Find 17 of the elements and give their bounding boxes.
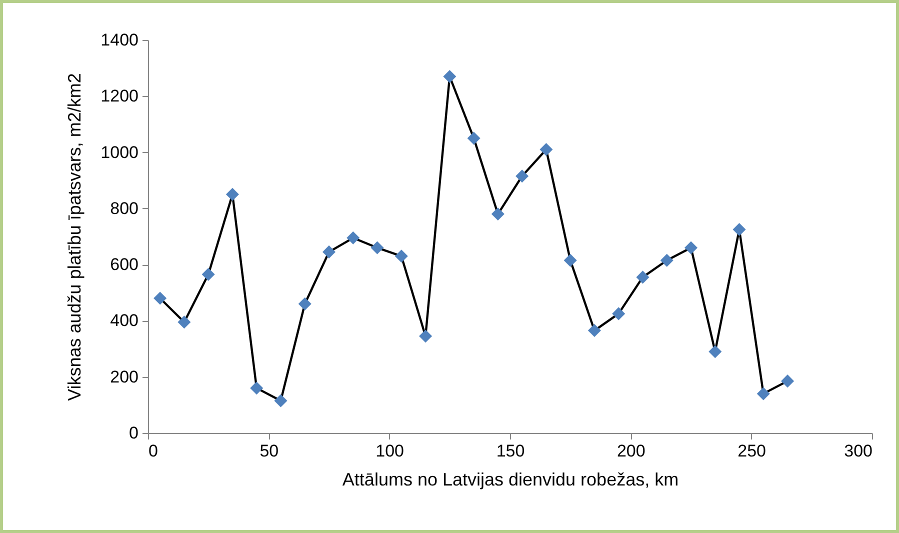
y-tick-label: 600 [110, 255, 138, 274]
y-tick-label: 0 [129, 424, 138, 442]
y-tick-label: 1200 [100, 86, 138, 106]
x-tick-label: 100 [376, 442, 404, 460]
x-tick-label: 150 [496, 442, 525, 460]
y-tick-label: 1400 [100, 30, 138, 50]
y-tick-label: 400 [110, 311, 138, 330]
y-tick-label: 800 [110, 198, 138, 218]
x-axis-title: Attālums no Latvijas dienvidu robežas, km [342, 470, 679, 490]
y-tick-label: 1000 [100, 142, 138, 162]
y-tick-label: 200 [110, 367, 138, 386]
x-tick-label: 0 [148, 442, 158, 460]
x-tick-label: 300 [844, 442, 872, 460]
x-tick-label: 200 [616, 442, 646, 460]
x-tick-label: 250 [738, 442, 766, 460]
y-axis-title: Viksnas audžu platību īpatsvars, m2/km2 [64, 73, 85, 401]
x-tick-label: 50 [260, 442, 279, 460]
